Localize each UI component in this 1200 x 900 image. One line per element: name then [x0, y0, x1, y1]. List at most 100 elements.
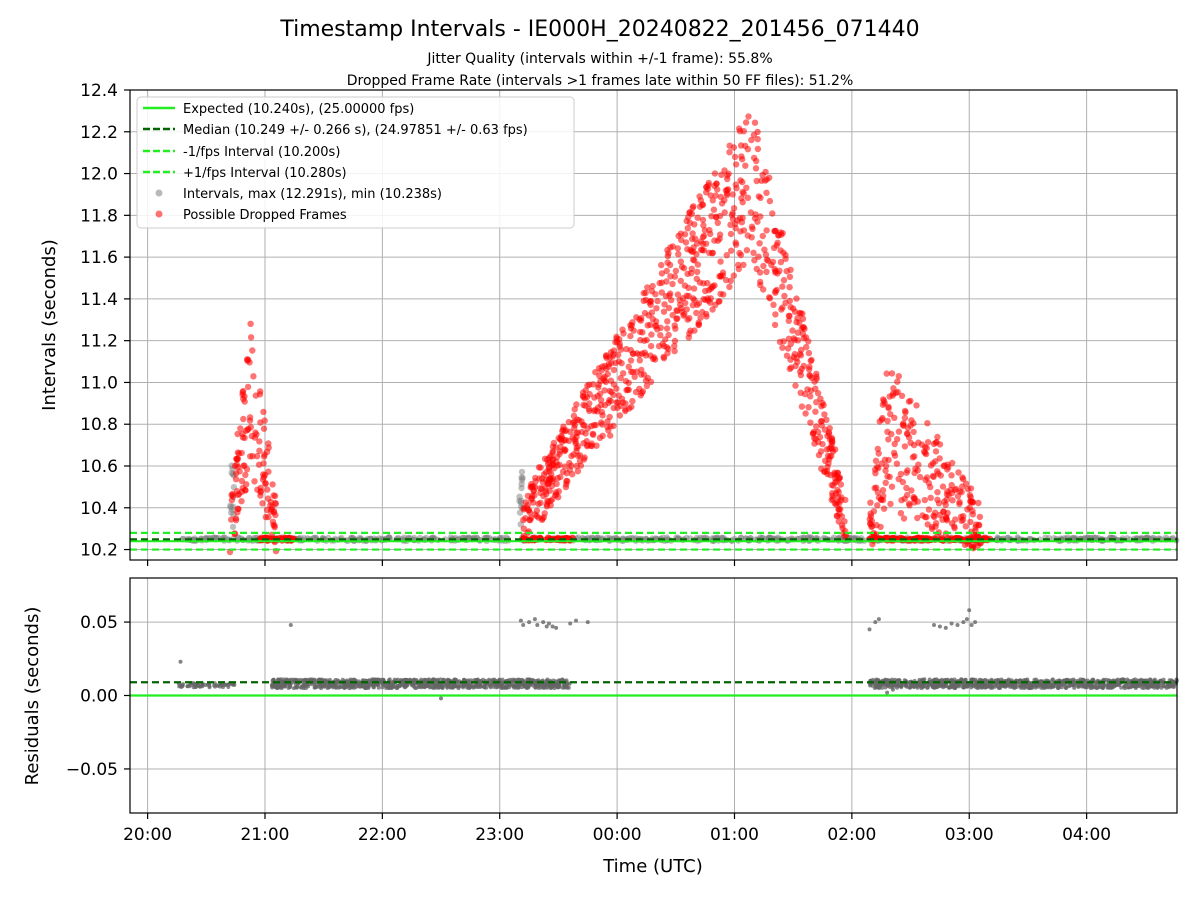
residual-point — [404, 682, 409, 687]
residual-point — [440, 686, 445, 691]
dropped-frame-point — [727, 230, 735, 238]
top-y-tick-label: 10.4 — [80, 499, 118, 519]
dropped-frame-point — [730, 272, 737, 279]
dropped-frame-point — [817, 418, 825, 425]
dropped-frame-point — [828, 496, 835, 504]
dropped-frame-point — [792, 362, 799, 370]
dropped-frame-point — [721, 209, 728, 216]
residual-point — [969, 677, 974, 682]
residual-point — [535, 623, 540, 627]
x-axis-label: Time (UTC) — [602, 856, 703, 877]
dropped-frame-point — [642, 296, 650, 304]
dropped-frame-point — [688, 210, 696, 217]
bottom-reference-lines — [130, 681, 1177, 697]
residual-point — [178, 659, 183, 664]
dropped-frame-point — [703, 183, 710, 191]
dropped-frame-point — [627, 332, 634, 340]
dropped-frame-point — [531, 492, 538, 499]
dropped-frame-point — [730, 205, 738, 212]
interval-point — [517, 497, 525, 504]
residual-point — [414, 678, 419, 683]
residual-point — [947, 685, 952, 690]
dropped-frame-point — [779, 230, 786, 237]
dropped-frame-point — [934, 433, 941, 441]
dropped-frame-point — [544, 456, 551, 463]
dropped-frame-point — [598, 408, 606, 416]
residual-point — [221, 685, 225, 690]
dropped-frame-point — [932, 448, 940, 455]
dropped-frame-point — [717, 290, 724, 298]
residual-point — [284, 678, 289, 683]
dropped-frame-point — [243, 481, 250, 488]
dropped-frame-point — [750, 249, 757, 256]
residual-point — [395, 684, 400, 688]
dropped-frame-point — [241, 434, 248, 442]
dropped-frame-point — [825, 430, 833, 438]
dropped-frame-point — [891, 414, 898, 421]
residual-point — [395, 677, 400, 682]
residual-point — [950, 679, 955, 684]
residual-point — [931, 685, 936, 690]
dropped-frame-point — [652, 291, 659, 298]
dropped-frame-point — [615, 358, 623, 365]
dropped-frame-point — [943, 517, 950, 524]
dropped-frame-point — [731, 153, 739, 161]
x-tick-label: 00:00 — [593, 825, 642, 845]
dropped-frame-point — [654, 297, 661, 305]
residual-point — [535, 683, 539, 688]
dropped-frame-point — [643, 336, 650, 344]
dropped-frame-point — [530, 499, 537, 506]
residual-point — [288, 623, 293, 627]
dropped-frame-point — [800, 335, 808, 342]
residual-point — [527, 620, 532, 625]
dropped-frame-point — [772, 288, 779, 295]
dropped-frame-point — [737, 228, 744, 235]
residual-point — [973, 620, 978, 625]
dropped-frame-point — [758, 177, 765, 184]
residual-point — [940, 683, 945, 688]
dropped-frame-point — [563, 477, 570, 485]
residual-point — [367, 680, 372, 685]
dropped-frame-point — [569, 471, 576, 478]
dropped-frame-point — [907, 397, 914, 405]
x-tick-label: 03:00 — [945, 825, 994, 845]
dropped-frame-point — [601, 387, 608, 394]
dropped-frame-point — [694, 261, 702, 268]
dropped-frame-point — [886, 473, 893, 481]
dropped-frame-point — [271, 492, 279, 500]
residual-point — [357, 684, 361, 689]
dropped-frame-point — [260, 453, 268, 460]
dropped-frame-point — [895, 373, 902, 380]
dropped-frame-point — [678, 308, 686, 315]
dropped-frame-point — [691, 296, 698, 304]
dropped-frame-point — [643, 382, 651, 390]
dropped-frame-point — [895, 428, 903, 435]
residual-point — [585, 620, 590, 625]
residual-point — [445, 682, 450, 687]
residual-point — [1064, 677, 1069, 682]
dropped-frame-point — [915, 439, 922, 446]
dropped-frame-point — [813, 375, 820, 383]
dropped-frame-point — [968, 498, 976, 505]
dropped-frame-point — [253, 453, 261, 460]
dropped-frame-point — [901, 407, 909, 415]
dropped-frame-point — [904, 467, 911, 474]
top-y-tick-label: 11.2 — [80, 332, 118, 352]
dropped-frame-point — [948, 481, 955, 489]
dropped-frame-point — [636, 328, 644, 336]
dropped-frame-point — [522, 515, 529, 522]
residual-point — [549, 686, 554, 690]
dropped-frame-point — [739, 188, 746, 196]
dropped-frame-point — [833, 472, 840, 479]
residual-point — [995, 678, 1000, 683]
residual-point — [469, 684, 474, 689]
dropped-frame-point — [771, 321, 779, 329]
dropped-frame-point — [732, 161, 740, 168]
legend-entry-minus-1fps: -1/fps Interval (10.200s) — [183, 145, 340, 160]
dropped-frame-point — [640, 371, 648, 378]
dropped-frame-point — [794, 329, 802, 336]
dropped-frame-point — [584, 382, 591, 389]
dropped-frame-point — [664, 252, 671, 260]
residual-point — [307, 677, 312, 682]
dropped-frame-point — [761, 246, 768, 253]
